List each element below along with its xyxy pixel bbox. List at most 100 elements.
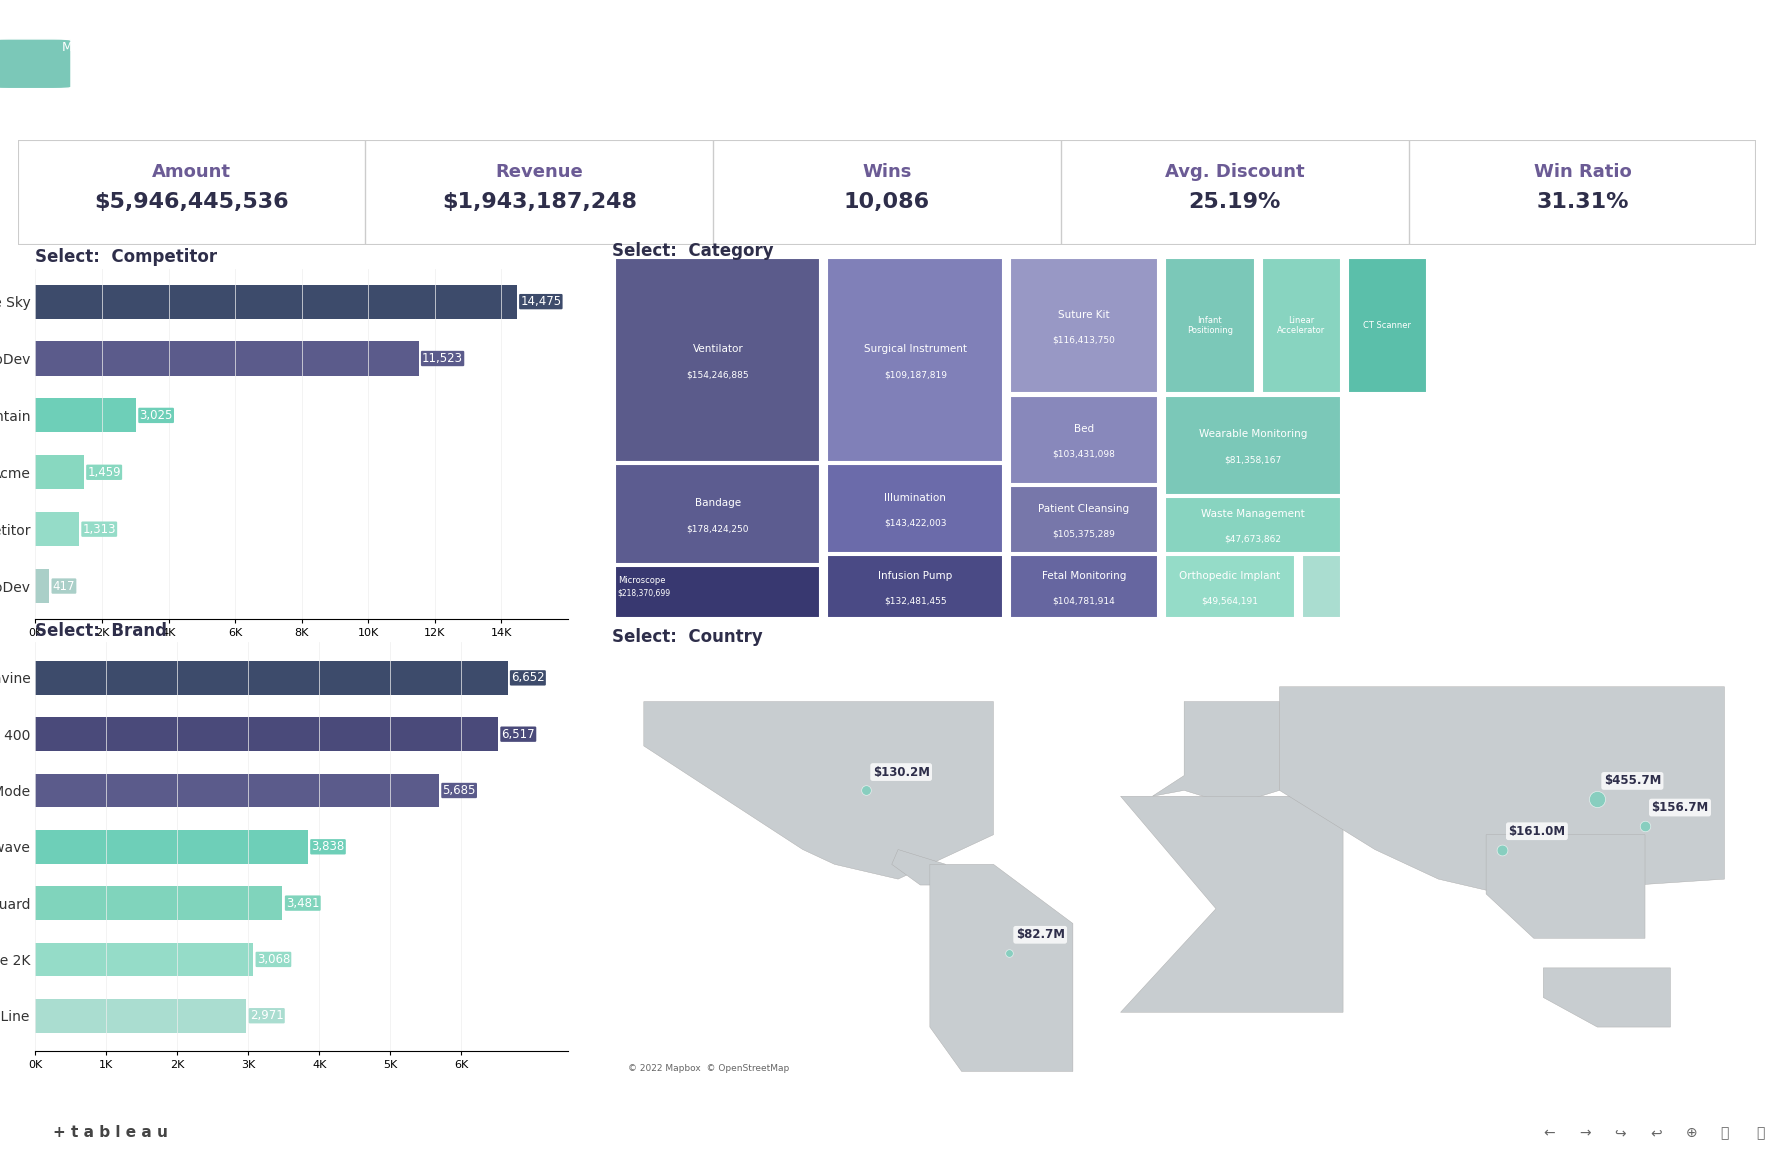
Text: Win Ratio: Win Ratio xyxy=(1532,164,1631,181)
Text: Amount: Amount xyxy=(152,164,230,181)
Text: Select:  Competitor: Select: Competitor xyxy=(35,248,218,266)
Text: 3,481: 3,481 xyxy=(285,897,319,910)
Text: Select:  Category: Select: Category xyxy=(612,242,773,260)
Text: $103,431,098: $103,431,098 xyxy=(1051,450,1115,459)
Text: Select:  Brand: Select: Brand xyxy=(35,621,167,640)
FancyBboxPatch shape xyxy=(826,555,1004,618)
Text: 10,086: 10,086 xyxy=(844,192,929,211)
Text: Makana Health: Makana Health xyxy=(62,41,156,54)
Bar xyxy=(35,773,438,807)
FancyBboxPatch shape xyxy=(1009,258,1158,394)
Text: Illumination: Illumination xyxy=(883,493,945,502)
Bar xyxy=(35,999,246,1033)
Polygon shape xyxy=(1543,968,1670,1027)
Bar xyxy=(35,512,80,547)
Text: ↩: ↩ xyxy=(1649,1126,1661,1140)
Text: $161.0M: $161.0M xyxy=(1507,825,1564,837)
Bar xyxy=(35,341,418,376)
Polygon shape xyxy=(644,702,993,880)
Point xyxy=(1582,790,1610,808)
Text: Revenue: Revenue xyxy=(495,164,583,181)
FancyBboxPatch shape xyxy=(18,140,1755,245)
FancyBboxPatch shape xyxy=(826,465,1004,552)
Text: 1,459: 1,459 xyxy=(87,466,121,479)
Text: $49,564,191: $49,564,191 xyxy=(1200,597,1257,605)
FancyBboxPatch shape xyxy=(1165,258,1254,394)
Bar xyxy=(35,398,137,432)
Text: Waste Management: Waste Management xyxy=(1200,509,1303,519)
FancyBboxPatch shape xyxy=(615,565,819,618)
Text: $178,424,250: $178,424,250 xyxy=(686,524,748,533)
Text: 31.31%: 31.31% xyxy=(1535,192,1628,211)
Text: $1,943,187,248: $1,943,187,248 xyxy=(441,192,637,211)
Text: 6,652: 6,652 xyxy=(511,672,544,684)
Text: ←: ← xyxy=(1543,1126,1555,1140)
Text: Medical Device Market Share and Win Rates: Medical Device Market Share and Win Rate… xyxy=(507,23,1266,53)
Text: $104,781,914: $104,781,914 xyxy=(1051,597,1115,605)
Polygon shape xyxy=(892,849,945,885)
Text: Microscope: Microscope xyxy=(617,576,665,585)
Bar xyxy=(35,661,507,695)
Point xyxy=(851,781,879,800)
FancyBboxPatch shape xyxy=(1165,498,1340,552)
Point xyxy=(1629,816,1658,835)
Text: Linear
Accelerator: Linear Accelerator xyxy=(1277,317,1324,335)
Text: ↪: ↪ xyxy=(1613,1126,1626,1140)
Text: $455.7M: $455.7M xyxy=(1603,774,1660,787)
Text: Surgical Instrument: Surgical Instrument xyxy=(863,345,966,354)
Text: Wins: Wins xyxy=(862,164,911,181)
Text: $130.2M: $130.2M xyxy=(872,765,929,779)
Text: →: → xyxy=(1578,1126,1590,1140)
FancyBboxPatch shape xyxy=(1301,555,1340,618)
Text: $47,673,862: $47,673,862 xyxy=(1223,535,1280,544)
Text: Ventilator: Ventilator xyxy=(691,345,743,354)
Text: Bandage: Bandage xyxy=(695,499,741,508)
Bar xyxy=(35,285,516,319)
Text: + t a b l e a u: + t a b l e a u xyxy=(53,1126,168,1140)
Bar xyxy=(35,887,282,920)
Text: ⧉: ⧉ xyxy=(1720,1126,1729,1140)
Text: 3,838: 3,838 xyxy=(312,840,344,854)
Text: © 2022 Mapbox  © OpenStreetMap: © 2022 Mapbox © OpenStreetMap xyxy=(628,1064,789,1073)
Bar xyxy=(35,717,498,751)
FancyBboxPatch shape xyxy=(1009,486,1158,552)
Text: Orthopedic Implant: Orthopedic Implant xyxy=(1179,571,1280,580)
FancyBboxPatch shape xyxy=(1165,555,1294,618)
FancyBboxPatch shape xyxy=(1347,258,1425,394)
FancyBboxPatch shape xyxy=(826,258,1004,463)
Text: $132,481,455: $132,481,455 xyxy=(883,597,947,605)
Text: 3,025: 3,025 xyxy=(140,409,172,422)
Text: $81,358,167: $81,358,167 xyxy=(1223,456,1280,464)
Polygon shape xyxy=(1278,687,1723,894)
FancyBboxPatch shape xyxy=(1009,555,1158,618)
Text: Bed: Bed xyxy=(1073,424,1094,434)
Text: $116,413,750: $116,413,750 xyxy=(1051,335,1115,345)
Text: Intelligent Propsecting with Ai Insights: Intelligent Propsecting with Ai Insights xyxy=(739,89,1034,104)
Polygon shape xyxy=(1152,702,1278,805)
Text: $143,422,003: $143,422,003 xyxy=(883,519,947,528)
Text: Infant
Positioning: Infant Positioning xyxy=(1186,317,1232,335)
Text: $82.7M: $82.7M xyxy=(1016,929,1064,941)
Text: Infusion Pump: Infusion Pump xyxy=(878,571,952,580)
Text: 6,517: 6,517 xyxy=(502,728,535,741)
FancyBboxPatch shape xyxy=(1261,258,1340,394)
Text: Suture Kit: Suture Kit xyxy=(1058,310,1110,320)
Text: Select:  Country: Select: Country xyxy=(612,627,762,646)
Text: $5,946,445,536: $5,946,445,536 xyxy=(94,192,289,211)
Bar xyxy=(35,943,254,976)
Polygon shape xyxy=(929,864,1073,1071)
FancyBboxPatch shape xyxy=(1009,396,1158,484)
Text: 1,313: 1,313 xyxy=(82,522,115,536)
Text: 2,971: 2,971 xyxy=(250,1009,284,1022)
Point xyxy=(1488,840,1516,858)
Text: 11,523: 11,523 xyxy=(422,352,463,366)
Polygon shape xyxy=(1486,835,1644,938)
Text: Avg. Discount: Avg. Discount xyxy=(1165,164,1303,181)
Bar xyxy=(35,830,309,863)
Text: ⛶: ⛶ xyxy=(1755,1126,1764,1140)
FancyBboxPatch shape xyxy=(1165,396,1340,495)
Text: CT Scanner: CT Scanner xyxy=(1362,321,1411,331)
Text: $109,187,819: $109,187,819 xyxy=(883,370,947,380)
Text: 5,685: 5,685 xyxy=(441,784,475,797)
Text: Patient Cleansing: Patient Cleansing xyxy=(1037,503,1129,514)
